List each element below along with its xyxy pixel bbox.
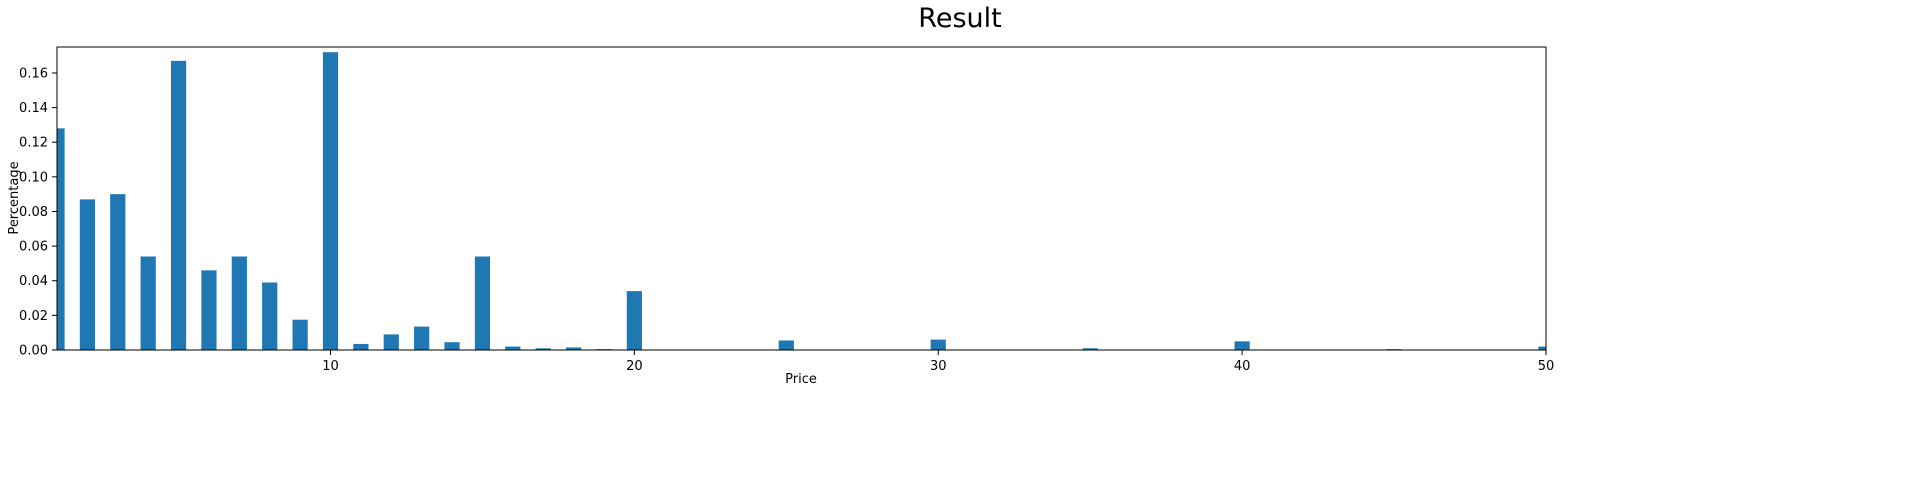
bar-price-3 bbox=[110, 194, 126, 350]
x-tick-label: 30 bbox=[930, 359, 947, 374]
bar-price-1 bbox=[57, 128, 65, 350]
bar-price-7 bbox=[231, 256, 247, 350]
y-tick-label: 0.14 bbox=[19, 101, 48, 116]
bars-group bbox=[57, 52, 1546, 350]
x-tick-label: 40 bbox=[1234, 359, 1251, 374]
bar-price-25 bbox=[778, 340, 794, 350]
bar-price-11 bbox=[353, 343, 369, 350]
bar-price-12 bbox=[383, 334, 399, 350]
y-tick-label: 0.00 bbox=[19, 344, 48, 359]
bar-price-17 bbox=[535, 348, 551, 350]
bar-price-2 bbox=[79, 199, 95, 350]
bar-price-10 bbox=[322, 52, 339, 350]
bar-price-30 bbox=[930, 339, 946, 350]
y-tick-label: 0.16 bbox=[19, 66, 48, 81]
y-tick-label: 0.08 bbox=[19, 205, 48, 220]
x-tick-label: 10 bbox=[322, 359, 339, 374]
bar-price-13 bbox=[414, 326, 430, 350]
x-axis: 10 20 30 40 50 bbox=[322, 350, 1554, 374]
bar-price-40 bbox=[1234, 341, 1250, 350]
bar-price-14 bbox=[444, 342, 460, 350]
x-tick-label: 20 bbox=[626, 359, 643, 374]
bar-price-18 bbox=[565, 347, 582, 350]
x-axis-label: Price bbox=[785, 372, 817, 387]
bar-price-50 bbox=[1538, 346, 1546, 350]
bar-price-6 bbox=[201, 270, 217, 350]
y-tick-label: 0.12 bbox=[19, 136, 48, 151]
bar-price-9 bbox=[292, 319, 308, 350]
chart-title: Result bbox=[918, 3, 1001, 34]
y-tick-label: 0.10 bbox=[19, 170, 48, 185]
x-tick-label: 50 bbox=[1538, 359, 1555, 374]
y-tick-label: 0.02 bbox=[19, 309, 48, 324]
bar-price-15 bbox=[474, 256, 491, 350]
y-axis: 0.00 0.02 0.04 0.06 0.08 0.10 0.12 0.14 0.16 bbox=[19, 66, 57, 359]
bar-price-20 bbox=[626, 291, 642, 350]
plot-frame bbox=[56, 46, 1547, 351]
y-tick-label: 0.04 bbox=[19, 274, 48, 289]
bar-price-35 bbox=[1082, 348, 1098, 350]
y-tick-label: 0.06 bbox=[19, 240, 48, 255]
bar-price-5 bbox=[170, 60, 187, 350]
y-axis-label: Percentage bbox=[7, 161, 22, 234]
bar-price-8 bbox=[262, 282, 278, 350]
bar-price-16 bbox=[505, 346, 521, 350]
bar-price-4 bbox=[140, 256, 156, 350]
